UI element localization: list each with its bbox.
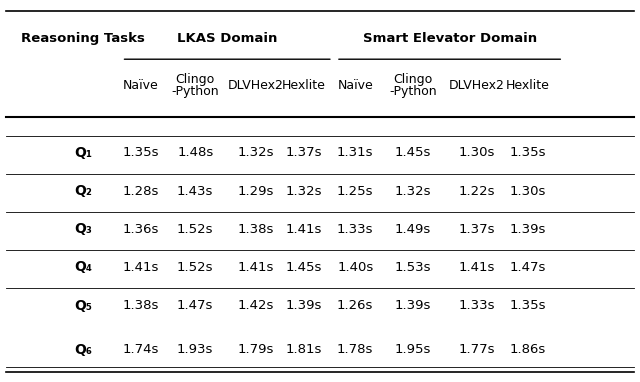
Text: 1.28s: 1.28s <box>123 185 159 197</box>
Text: 1.35s: 1.35s <box>509 299 547 312</box>
Text: 1.33s: 1.33s <box>458 299 495 312</box>
Text: 1.42s: 1.42s <box>238 299 274 312</box>
Text: 1.30s: 1.30s <box>510 185 546 197</box>
Text: 1.30s: 1.30s <box>459 146 495 159</box>
Text: 1.77s: 1.77s <box>458 343 495 356</box>
Text: 1.26s: 1.26s <box>337 299 373 312</box>
Text: 1.48s: 1.48s <box>177 146 213 159</box>
Text: 1.29s: 1.29s <box>238 185 274 197</box>
Text: 1.40s: 1.40s <box>337 261 373 274</box>
Text: 1.41s: 1.41s <box>238 261 274 274</box>
Text: 1.53s: 1.53s <box>394 261 431 274</box>
Text: 1.41s: 1.41s <box>123 261 159 274</box>
Text: 1.39s: 1.39s <box>395 299 431 312</box>
Text: 1.35s: 1.35s <box>509 146 547 159</box>
Text: 1.49s: 1.49s <box>395 223 431 236</box>
Text: DLVHex2: DLVHex2 <box>228 79 284 92</box>
Text: 1.93s: 1.93s <box>177 343 213 356</box>
Text: 1.52s: 1.52s <box>177 261 214 274</box>
Text: Hexlite: Hexlite <box>282 79 326 92</box>
Text: 1.86s: 1.86s <box>510 343 546 356</box>
Text: 1.39s: 1.39s <box>286 299 322 312</box>
Text: 1.41s: 1.41s <box>286 223 322 236</box>
Text: 1.38s: 1.38s <box>238 223 274 236</box>
Text: Clingo
-Python: Clingo -Python <box>389 73 436 99</box>
Text: Reasoning Tasks: Reasoning Tasks <box>21 32 145 45</box>
Text: Smart Elevator Domain: Smart Elevator Domain <box>362 32 537 45</box>
Text: 1.37s: 1.37s <box>458 223 495 236</box>
Text: Naïve: Naïve <box>337 79 373 92</box>
Text: 1.32s: 1.32s <box>237 146 275 159</box>
Text: Q₅: Q₅ <box>74 299 92 312</box>
Text: 1.45s: 1.45s <box>286 261 322 274</box>
Text: Naïve: Naïve <box>123 79 159 92</box>
Text: 1.81s: 1.81s <box>286 343 322 356</box>
Text: 1.47s: 1.47s <box>177 299 213 312</box>
Text: 1.43s: 1.43s <box>177 185 213 197</box>
Text: 1.47s: 1.47s <box>510 261 546 274</box>
Text: 1.52s: 1.52s <box>177 223 214 236</box>
Text: Hexlite: Hexlite <box>506 79 550 92</box>
Text: Q₆: Q₆ <box>74 343 92 356</box>
Text: Q₄: Q₄ <box>74 261 92 274</box>
Text: LKAS Domain: LKAS Domain <box>177 32 277 45</box>
Text: 1.32s: 1.32s <box>394 185 431 197</box>
Text: 1.31s: 1.31s <box>337 146 374 159</box>
Text: Q₁: Q₁ <box>74 146 92 160</box>
Text: 1.79s: 1.79s <box>238 343 274 356</box>
Text: 1.37s: 1.37s <box>285 146 323 159</box>
Text: 1.36s: 1.36s <box>123 223 159 236</box>
Text: Q₂: Q₂ <box>74 184 92 198</box>
Text: 1.39s: 1.39s <box>510 223 546 236</box>
Text: Clingo
-Python: Clingo -Python <box>172 73 219 99</box>
Text: 1.38s: 1.38s <box>123 299 159 312</box>
Text: 1.35s: 1.35s <box>122 146 159 159</box>
Text: 1.74s: 1.74s <box>123 343 159 356</box>
Text: 1.25s: 1.25s <box>337 185 374 197</box>
Text: 1.95s: 1.95s <box>395 343 431 356</box>
Text: 1.33s: 1.33s <box>337 223 374 236</box>
Text: 1.22s: 1.22s <box>458 185 495 197</box>
Text: 1.78s: 1.78s <box>337 343 373 356</box>
Text: 1.32s: 1.32s <box>285 185 323 197</box>
Text: Q₃: Q₃ <box>74 222 92 236</box>
Text: 1.45s: 1.45s <box>395 146 431 159</box>
Text: DLVHex2: DLVHex2 <box>449 79 505 92</box>
Text: 1.41s: 1.41s <box>459 261 495 274</box>
